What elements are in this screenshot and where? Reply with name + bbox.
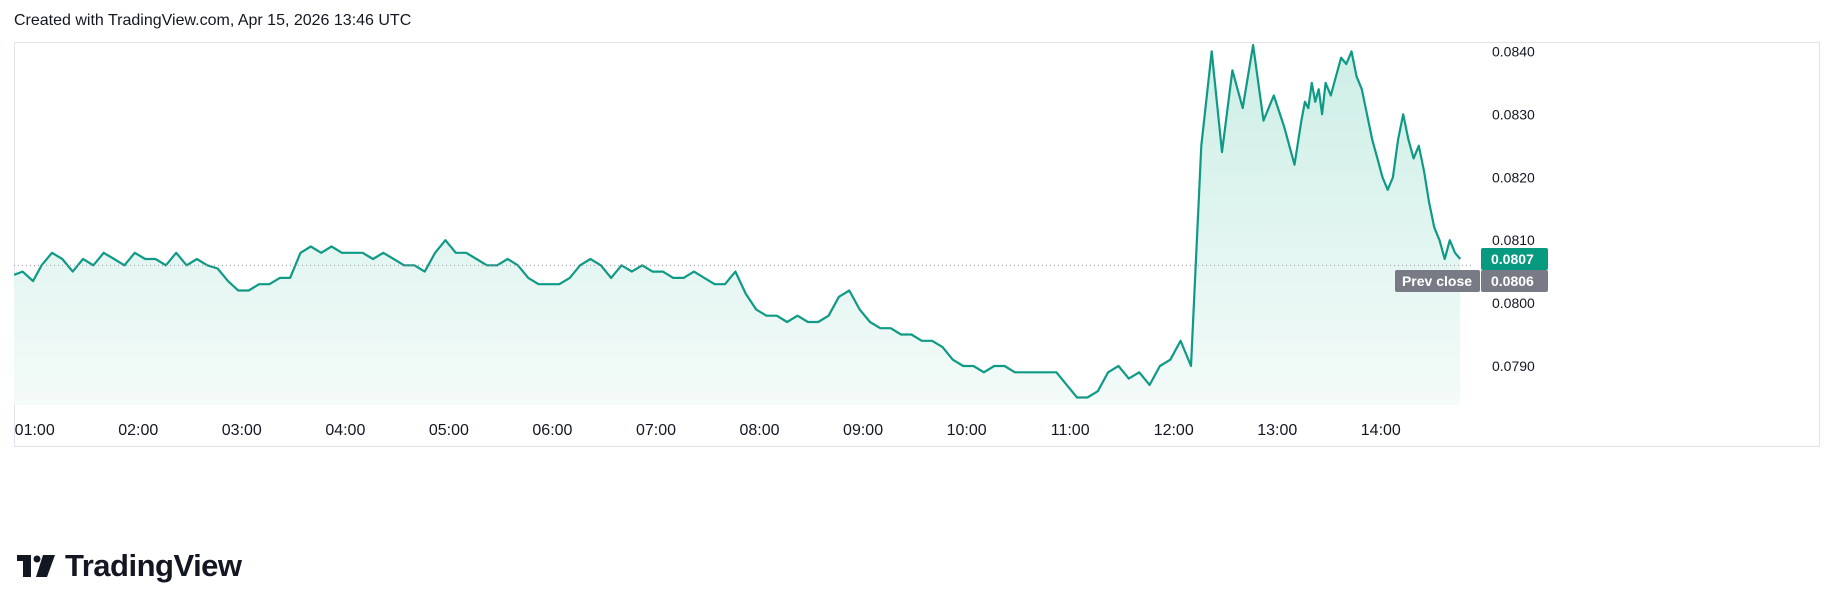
prev-close-tag-badge xyxy=(1395,270,1480,293)
current-price-badge xyxy=(1481,248,1548,271)
x-tick-label: 08:00 xyxy=(740,422,780,439)
x-tick-label: 03:00 xyxy=(222,422,262,439)
x-tick-label: 04:00 xyxy=(325,422,365,439)
x-tick-label: 12:00 xyxy=(1154,422,1194,439)
chart-caption: Created with TradingView.com, Apr 15, 20… xyxy=(14,12,412,29)
y-tick-label: 0.0810 xyxy=(1492,232,1535,248)
x-tick-label: 09:00 xyxy=(843,422,883,439)
chart-border xyxy=(14,42,1820,447)
y-tick-label: 0.0820 xyxy=(1492,169,1535,185)
x-tick-label: 01:00 xyxy=(15,422,55,439)
x-tick-label: 06:00 xyxy=(532,422,572,439)
tradingview-wordmark: TradingView xyxy=(65,548,242,583)
x-tick-label: 02:00 xyxy=(118,422,158,439)
y-tick-label: 0.0800 xyxy=(1492,295,1535,311)
price-line xyxy=(13,44,1462,399)
price-chart[interactable]: 0.0790 0.0800 0.0810 0.0820 0.0830 0.0840 01:… xyxy=(13,42,1820,522)
price-area-fill xyxy=(14,45,1461,405)
current-price-label: 0.0807 xyxy=(1491,251,1534,267)
y-tick-label: 0.0840 xyxy=(1492,43,1535,59)
x-tick-label: 13:00 xyxy=(1257,422,1297,439)
tradingview-logo[interactable]: TradingView xyxy=(17,548,242,584)
prev-close-value: 0.0806 xyxy=(1491,273,1534,289)
x-tick-label: 11:00 xyxy=(1051,422,1090,439)
x-tick-label: 07:00 xyxy=(636,422,676,439)
prev-close-tag: Prev close xyxy=(1402,273,1472,289)
chart-area[interactable]: 0.0790 0.0800 0.0810 0.0820 0.0830 0.0840 01:… xyxy=(13,42,1820,522)
y-tick-label: 0.0790 xyxy=(1492,358,1535,374)
x-tick-label: 05:00 xyxy=(429,422,469,439)
prev-close-badge xyxy=(1481,270,1548,293)
y-tick-label: 0.0830 xyxy=(1492,106,1535,122)
x-tick-label: 10:00 xyxy=(947,422,987,439)
tradingview-logo-icon xyxy=(17,555,55,577)
x-tick-label: 14:00 xyxy=(1361,422,1401,439)
